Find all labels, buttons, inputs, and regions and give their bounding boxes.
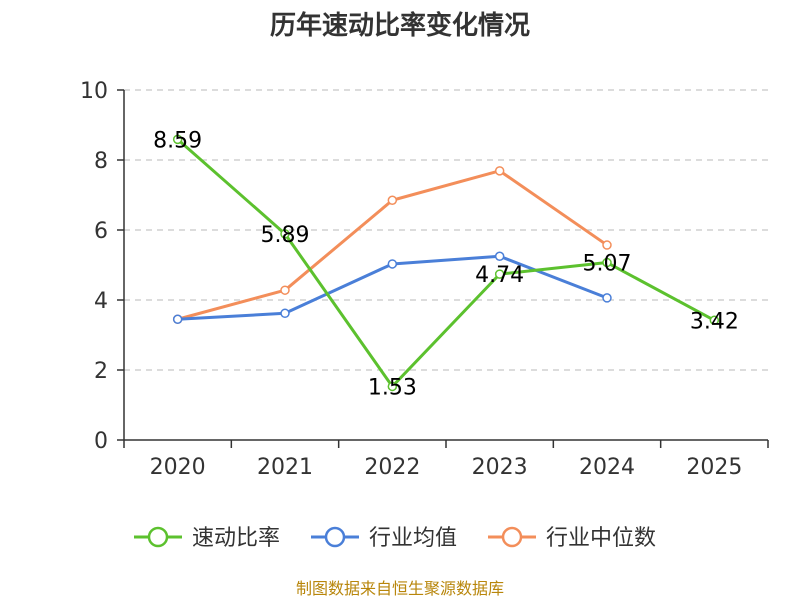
x-tick-label: 2024 [579, 455, 635, 480]
data-point [494, 269, 505, 279]
series-line [177, 169, 608, 321]
x-tick-label: 2020 [150, 455, 206, 480]
legend-item[interactable]: 行业中位数 [488, 526, 656, 551]
y-tick-label: 6 [94, 219, 108, 244]
data-point [602, 293, 612, 303]
x-tick-label: 2023 [472, 455, 528, 480]
x-tick-label: 2022 [364, 455, 420, 480]
x-tick-label: 2021 [257, 455, 313, 480]
legend[interactable]: 速动比率 行业均值 行业中位数 [134, 526, 656, 551]
y-tick-label: 0 [94, 429, 108, 454]
data-point [387, 381, 398, 392]
source-note: 制图数据来自恒生聚源数据库 [296, 579, 504, 598]
data-label: 3.42 [690, 309, 739, 334]
data-point [387, 259, 398, 269]
legend-marker [147, 526, 169, 548]
x-tick-label: 2025 [686, 455, 742, 480]
tick-labels: 0 2 4 6 8 10 2020 2021 2022 2023 2024 2025 [80, 79, 742, 480]
data-label: 5.07 [583, 252, 632, 277]
data-point [172, 314, 183, 324]
axes [117, 89, 769, 448]
data-point [494, 251, 505, 261]
legend-item[interactable]: 行业均值 [311, 526, 457, 551]
legend-label: 速动比率 [192, 526, 280, 551]
series-group [172, 134, 720, 392]
data-point [280, 308, 290, 319]
legend-label: 行业均值 [369, 526, 457, 551]
legend-marker [324, 526, 346, 548]
data-point [602, 240, 612, 250]
data-labels: 8.59 5.89 1.53 4.74 5.07 3.42 [153, 128, 739, 400]
legend-label: 行业中位数 [546, 526, 656, 551]
data-label: 5.89 [261, 223, 310, 248]
data-label: 1.53 [368, 375, 417, 400]
y-tick-label: 4 [94, 289, 108, 314]
legend-marker [501, 526, 523, 548]
data-point [494, 166, 505, 176]
data-point [602, 257, 612, 268]
data-point [709, 315, 720, 326]
data-point [172, 134, 183, 145]
data-point [280, 285, 290, 295]
data-point [387, 195, 398, 205]
data-label: 8.59 [153, 128, 202, 153]
series-line [176, 138, 716, 388]
grid-lines [124, 89, 768, 371]
y-tick-label: 8 [94, 149, 108, 174]
chart-title: 历年速动比率变化情况 [270, 10, 530, 41]
data-point [280, 229, 290, 239]
y-tick-label: 10 [80, 79, 108, 104]
data-label: 4.74 [475, 263, 524, 288]
legend-item[interactable]: 速动比率 [134, 526, 280, 551]
y-tick-label: 2 [94, 359, 108, 384]
